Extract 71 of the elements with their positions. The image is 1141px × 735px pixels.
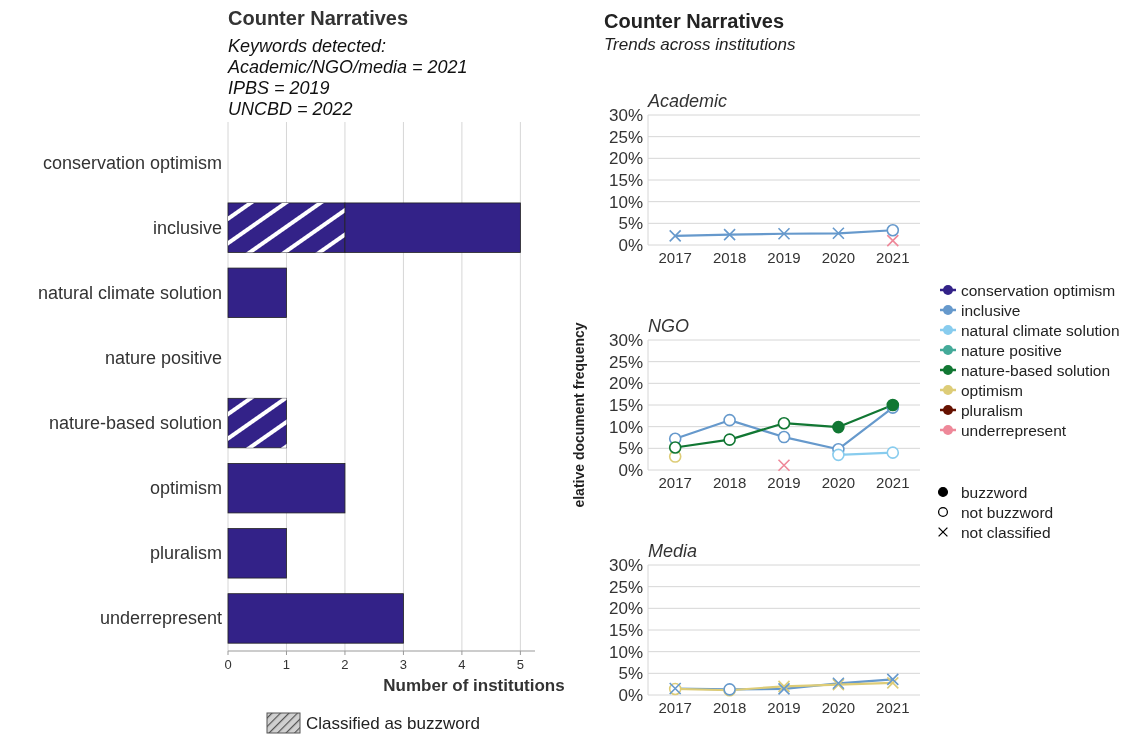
x-tick-label: 2020 [821,699,856,716]
x-tick-label: 2019 [767,249,801,266]
x-tick-label: 2018 [712,474,747,491]
y-tick-label: 25% [608,127,643,147]
x-tick-label: 4 [458,657,466,672]
x-tick-label: 5 [516,657,524,672]
x-tick-label: 2017 [658,249,692,266]
x-tick-label: 2018 [712,249,747,266]
legend-label: optimism [961,382,1024,399]
y-tick-label: 0% [618,686,643,705]
legend-label: inclusive [961,302,1021,319]
chart-title: Academic [647,91,728,111]
y-axis-title: elative document frequency [571,322,587,508]
x-tick-label: 2 [341,657,349,672]
y-tick-label: 25% [608,577,643,597]
y-tick-label: 20% [608,149,643,169]
y-tick-label: nature positive [104,347,222,368]
y-tick-label: 15% [608,396,643,415]
y-tick-label: 5% [618,214,643,234]
x-axis-title: Number of institutions [383,676,565,695]
y-tick-label: nature-based solution [48,413,222,434]
legend-label: natural climate solution [961,322,1120,339]
y-tick-label: 0% [618,236,643,255]
text: buzzword [961,484,1028,501]
text: not classified [961,524,1051,541]
y-tick-label: natural climate solution [37,282,222,303]
x-tick-label: 2018 [712,699,747,716]
y-tick-label: optimism [149,478,222,499]
chart-title: Counter Narratives [228,7,409,29]
x-tick-label: 1 [282,657,291,672]
x-tick-label: 2021 [876,699,910,716]
y-tick-label: 30% [608,556,643,575]
y-tick-label: 10% [608,192,643,212]
y-tick-label: 15% [608,621,643,640]
y-tick-label: 30% [608,106,643,125]
y-tick-label: 30% [608,331,643,350]
y-tick-label: 20% [608,599,643,619]
x-tick-label: 0 [224,657,232,672]
y-tick-label: underrepresent [99,608,222,629]
legend-label: underrepresent [961,422,1067,439]
y-tick-label: 15% [608,171,643,190]
x-tick-label: 2021 [876,249,910,266]
x-tick-label: 2017 [658,699,692,716]
text: Classified as buzzword [306,714,480,733]
text: not buzzword [961,504,1054,521]
legend-label: pluralism [961,402,1024,419]
x-tick-label: 2021 [876,474,910,491]
y-tick-label: 20% [608,374,643,394]
y-tick-label: 5% [618,664,643,684]
legend-label: nature positive [961,342,1062,359]
y-tick-label: 0% [618,461,643,480]
y-tick-label: pluralism [149,543,222,564]
legend-label: conservation optimism [961,282,1116,299]
y-tick-label: inclusive [152,217,222,238]
y-tick-label: 5% [618,439,643,459]
y-tick-label: 25% [608,352,643,372]
chart-title: NGO [648,316,690,336]
x-tick-label: 3 [399,657,408,672]
chart-title: Media [648,541,698,561]
y-tick-label: 10% [608,417,643,437]
text: Trends across institutions [604,35,796,54]
y-tick-label: conservation optimism [42,152,222,173]
x-tick-label: 2020 [821,249,856,266]
x-tick-label: 2020 [821,474,856,491]
legend-label: nature-based solution [961,362,1111,379]
x-tick-label: 2017 [658,474,692,491]
text: Counter Narratives [604,10,785,32]
x-tick-label: 2019 [767,699,801,716]
chart-subtitle: Keywords detected: Academic/NGO/media = 2021 IPBS = 2019 UNCBD = 2022 [227,36,468,119]
y-tick-label: 10% [608,642,643,662]
x-tick-label: 2019 [767,474,801,491]
